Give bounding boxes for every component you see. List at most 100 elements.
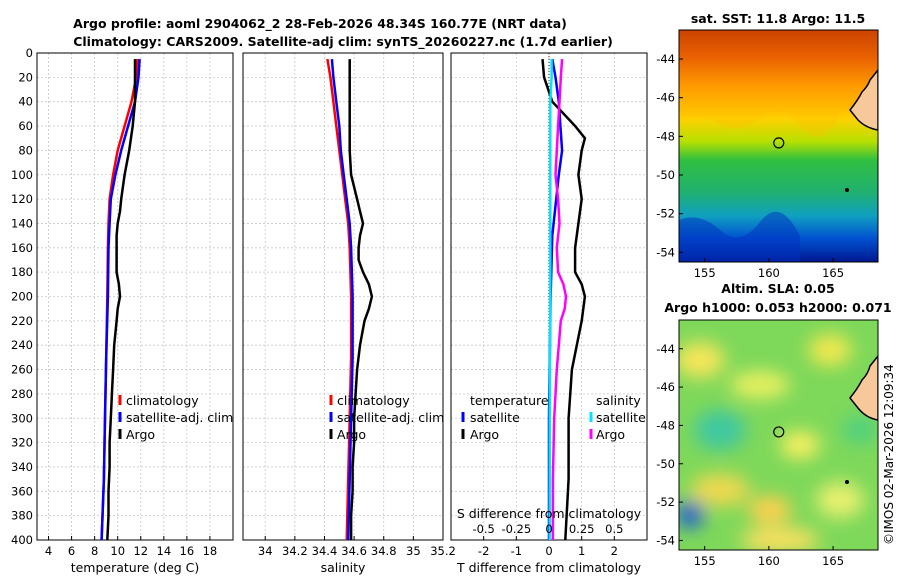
temperature-panel: 4 6 8 10 12 14 16 18020406080100120140160180200… bbox=[11, 46, 234, 575]
x-tick-label: 12 bbox=[133, 544, 148, 558]
series-line-argo bbox=[348, 59, 374, 540]
sla-argo-marker bbox=[773, 426, 785, 438]
map-x-tick-label: 165 bbox=[822, 266, 844, 280]
y-tick-label: 40 bbox=[18, 95, 33, 109]
map-y-tick-label: -48 bbox=[656, 129, 675, 143]
x-tick-label: -2 bbox=[478, 544, 489, 558]
x-tick-label: 34.4 bbox=[312, 544, 338, 558]
axes-frame bbox=[36, 52, 234, 541]
y-tick-label: 320 bbox=[11, 436, 33, 450]
map-y-tick-label: -52 bbox=[656, 495, 675, 509]
map-y-tick-label: -54 bbox=[656, 533, 675, 547]
x-tick-label: 14 bbox=[157, 544, 172, 558]
y-tick-label: 0 bbox=[26, 46, 33, 60]
y-tick-label: 140 bbox=[11, 216, 33, 230]
series-line-t-argo bbox=[541, 58, 587, 541]
sst-map-axes: 155 160 165 -44 -46 -48 -50 -52 -54 bbox=[656, 52, 844, 280]
y-tick-label: 220 bbox=[11, 314, 33, 328]
x-tick-label: 8 bbox=[91, 544, 98, 558]
map-x-tick-label: 155 bbox=[694, 266, 716, 280]
map-y-tick-label: -50 bbox=[656, 457, 675, 471]
legend-label: Argo bbox=[337, 427, 366, 442]
y-tick-label: 360 bbox=[11, 484, 33, 498]
top-tick-label: 0.5 bbox=[605, 522, 623, 536]
x-tick-label: -1 bbox=[511, 544, 522, 558]
legend-label: Argo bbox=[470, 427, 499, 442]
legend-label: temperature bbox=[470, 393, 549, 408]
top-tick-label: 0 bbox=[545, 522, 552, 536]
map-y-tick-label: -44 bbox=[656, 342, 675, 356]
y-tick-label: 240 bbox=[11, 338, 33, 352]
legend-label: climatology bbox=[337, 393, 410, 408]
y-tick-label: 340 bbox=[11, 460, 33, 474]
sla-map-axes: 155 160 165 -44 -46 -48 -50 -52 -54 bbox=[656, 342, 844, 568]
series-line-s-satellite bbox=[548, 59, 553, 540]
x-tick-label: 18 bbox=[203, 544, 218, 558]
y-tick-label: 300 bbox=[11, 411, 33, 425]
series-line-argo bbox=[106, 59, 137, 541]
y-tick-label: 280 bbox=[11, 387, 33, 401]
x-tick-label: 34.2 bbox=[282, 544, 308, 558]
x-tick-label: 34.8 bbox=[371, 544, 397, 558]
axes-frame bbox=[242, 52, 444, 541]
sst-map-image bbox=[679, 30, 878, 262]
series-line-climatology bbox=[326, 58, 353, 541]
series-line-satellite-adj-clim bbox=[330, 58, 354, 541]
x-tick-label: 6 bbox=[68, 544, 75, 558]
top-axis-label: S difference from climatology bbox=[457, 506, 642, 521]
x-axis-label: salinity bbox=[321, 560, 366, 575]
x-tick-label: 10 bbox=[110, 544, 125, 558]
x-tick-label: 16 bbox=[180, 544, 195, 558]
y-tick-label: 180 bbox=[11, 265, 33, 279]
x-axis-label: T difference from climatology bbox=[456, 560, 642, 575]
map-y-tick-label: -48 bbox=[656, 418, 675, 432]
y-tick-label: 380 bbox=[11, 509, 33, 523]
top-tick-label: -0.25 bbox=[501, 522, 531, 536]
y-tick-label: 400 bbox=[11, 533, 33, 547]
map-x-tick-label: 160 bbox=[758, 554, 780, 568]
x-tick-label: 2 bbox=[611, 544, 618, 558]
y-tick-label: 120 bbox=[11, 192, 33, 206]
legend-label: climatology bbox=[126, 393, 199, 408]
x-tick-label: 35.2 bbox=[430, 544, 456, 558]
watermark: ©IMOS 02-Mar-2026 12:09:34 bbox=[882, 364, 896, 545]
legend-label: satellite bbox=[470, 410, 520, 425]
map-x-tick-label: 160 bbox=[758, 266, 780, 280]
legend-label: satellite-adj. clim bbox=[126, 410, 233, 425]
map-x-tick-label: 155 bbox=[694, 554, 716, 568]
x-tick-label: 34.6 bbox=[341, 544, 367, 558]
sst-argo-marker bbox=[773, 137, 785, 149]
sst-map-title: sat. SST: 11.8 Argo: 11.5 bbox=[691, 11, 865, 26]
x-tick-label: 4 bbox=[45, 544, 52, 558]
y-tick-label: 160 bbox=[11, 241, 33, 255]
x-tick-label: 0 bbox=[545, 544, 552, 558]
sst-map-frame bbox=[678, 29, 879, 263]
x-tick-label: 1 bbox=[578, 544, 585, 558]
series-line-s-argo bbox=[551, 59, 568, 540]
sla-map-frame bbox=[678, 319, 879, 551]
y-tick-label: 20 bbox=[18, 70, 33, 84]
legend-label: Argo bbox=[596, 427, 625, 442]
y-tick-label: 100 bbox=[11, 168, 33, 182]
map-y-tick-label: -46 bbox=[656, 380, 675, 394]
sla-map-title: Altim. SLA: 0.05 bbox=[721, 281, 834, 296]
title-line-1: Argo profile: aoml 2904062_2 28-Feb-2026… bbox=[73, 16, 567, 32]
legend-label: satellite bbox=[596, 410, 646, 425]
x-tick-label: 34 bbox=[258, 544, 273, 558]
y-tick-label: 60 bbox=[18, 119, 33, 133]
map-y-tick-label: -50 bbox=[656, 168, 675, 182]
top-tick-label: 0.25 bbox=[569, 522, 595, 536]
x-tick-label: 35 bbox=[406, 544, 421, 558]
legend-label: satellite-adj. clim bbox=[337, 410, 444, 425]
map-y-tick-label: -54 bbox=[656, 245, 675, 259]
salinity-panel: 34 34.2 34.4 34.6 34.8 35 35.2 salinity climatol… bbox=[242, 52, 456, 575]
legend-label: salinity bbox=[596, 393, 641, 408]
map-y-tick-label: -44 bbox=[656, 52, 675, 66]
y-tick-label: 260 bbox=[11, 363, 33, 377]
sla-map-subtitle: Argo h1000: 0.053 h2000: 0.071 bbox=[664, 300, 891, 315]
sla-map-image bbox=[679, 320, 878, 550]
x-axis-label: temperature (deg C) bbox=[71, 560, 200, 575]
y-tick-label: 200 bbox=[11, 290, 33, 304]
title-line-2: Climatology: CARS2009. Satellite-adj cli… bbox=[73, 34, 613, 50]
